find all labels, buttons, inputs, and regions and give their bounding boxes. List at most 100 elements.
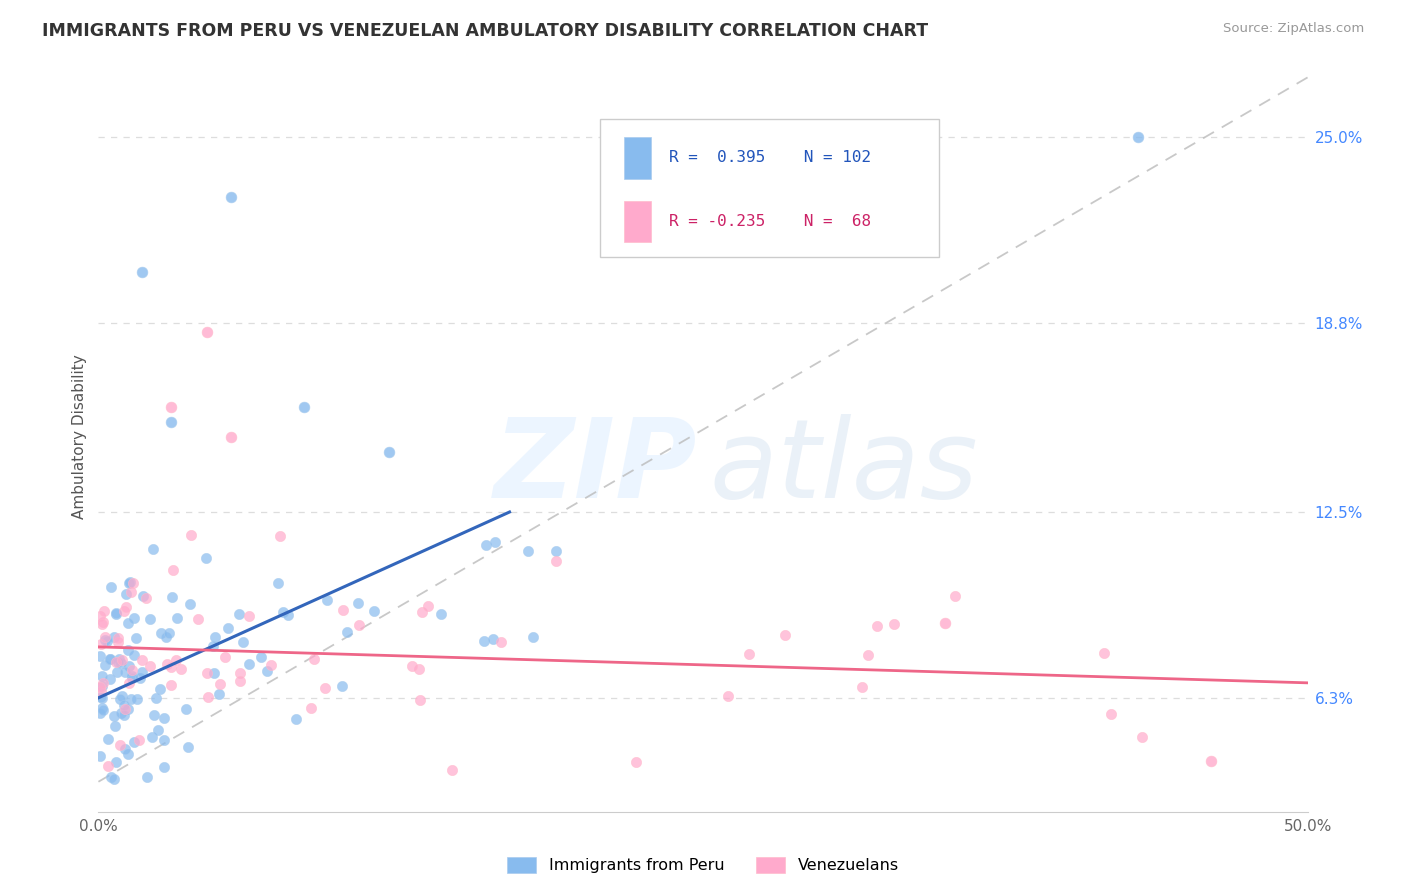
Point	[90, 637, 112, 651]
Point	[118, 574, 141, 589]
Point	[160, 677, 183, 691]
Point	[115, 587, 138, 601]
Point	[148, 723, 170, 737]
Point	[292, 400, 315, 414]
Point	[517, 544, 540, 558]
FancyBboxPatch shape	[624, 137, 651, 178]
Point	[228, 665, 250, 680]
Point	[1092, 646, 1115, 660]
Point	[179, 597, 201, 611]
Point	[266, 575, 288, 590]
Point	[128, 671, 150, 685]
Point	[110, 706, 132, 720]
Point	[143, 707, 166, 722]
Point	[103, 708, 125, 723]
Point	[108, 739, 131, 753]
Point	[153, 711, 176, 725]
Point	[170, 662, 193, 676]
Point	[120, 691, 142, 706]
Point	[89, 706, 111, 721]
Point	[773, 628, 796, 642]
Point	[89, 680, 111, 694]
Point	[208, 687, 231, 701]
Point	[165, 653, 187, 667]
Point	[131, 665, 153, 680]
Point	[97, 731, 120, 746]
Point	[98, 652, 121, 666]
Point	[195, 665, 218, 680]
Point	[94, 633, 117, 648]
Point	[1130, 730, 1153, 744]
Point	[238, 609, 260, 624]
Point	[221, 430, 243, 444]
Point	[316, 593, 339, 607]
Point	[489, 635, 512, 649]
Point	[89, 609, 111, 624]
Text: atlas: atlas	[709, 414, 977, 521]
Point	[945, 589, 967, 603]
Point	[180, 528, 202, 542]
Point	[131, 653, 153, 667]
Point	[544, 543, 567, 558]
Point	[204, 665, 226, 680]
Point	[90, 690, 112, 705]
Point	[114, 665, 136, 680]
Point	[105, 665, 128, 679]
Point	[107, 634, 129, 648]
Point	[135, 591, 157, 606]
Point	[120, 585, 142, 599]
Point	[162, 563, 184, 577]
Point	[229, 673, 252, 688]
Point	[112, 698, 135, 713]
Point	[260, 657, 283, 672]
Point	[141, 731, 163, 745]
Point	[176, 702, 198, 716]
Point	[94, 630, 117, 644]
Point	[117, 702, 139, 716]
Point	[249, 650, 271, 665]
Point	[856, 648, 879, 662]
Point	[149, 625, 172, 640]
Point	[110, 689, 132, 703]
Point	[103, 772, 125, 787]
Point	[332, 603, 354, 617]
Point	[104, 606, 127, 620]
Point	[107, 656, 129, 670]
Text: R =  0.395    N = 102: R = 0.395 N = 102	[669, 151, 872, 166]
Point	[176, 739, 198, 754]
Point	[114, 702, 136, 716]
Point	[155, 657, 177, 671]
Text: R = -0.235    N =  68: R = -0.235 N = 68	[669, 214, 872, 229]
Point	[187, 612, 209, 626]
Point	[122, 611, 145, 625]
Point	[110, 692, 132, 706]
Point	[429, 607, 451, 621]
Point	[107, 632, 129, 646]
Point	[103, 630, 125, 644]
Point	[228, 607, 250, 621]
Point	[1101, 706, 1123, 721]
Point	[139, 658, 162, 673]
Point	[217, 621, 239, 635]
Point	[363, 604, 385, 618]
Point	[256, 664, 278, 678]
Point	[112, 604, 135, 618]
Point	[866, 619, 889, 633]
Point	[93, 604, 115, 618]
Point	[166, 611, 188, 625]
Point	[132, 589, 155, 603]
Point	[155, 631, 177, 645]
Point	[474, 538, 496, 552]
Point	[90, 700, 112, 714]
Point	[1128, 130, 1150, 145]
Point	[108, 651, 131, 665]
Point	[118, 675, 141, 690]
Point	[111, 653, 134, 667]
Point	[304, 652, 326, 666]
Point	[277, 607, 299, 622]
Point	[121, 672, 143, 686]
Point	[91, 679, 114, 693]
FancyBboxPatch shape	[600, 119, 939, 257]
Point	[152, 760, 174, 774]
Point	[160, 400, 183, 414]
